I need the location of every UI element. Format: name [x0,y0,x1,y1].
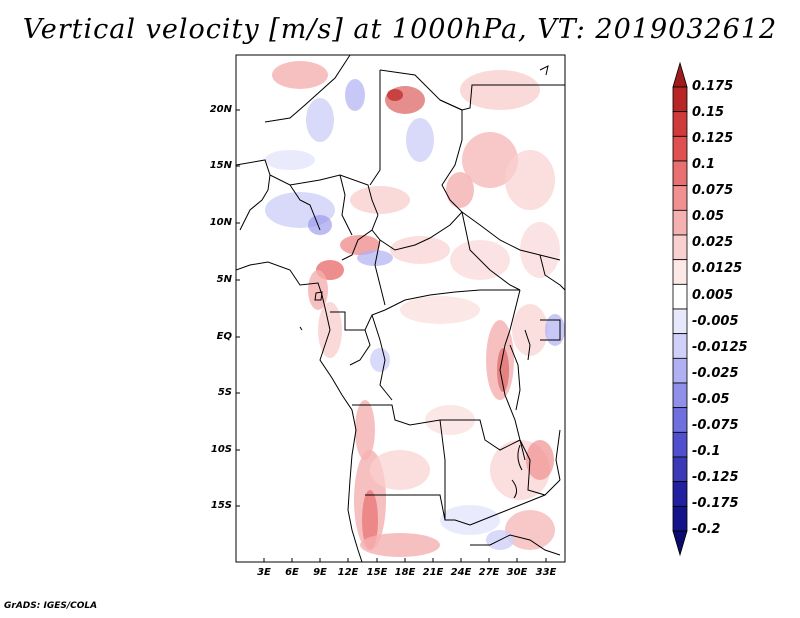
x-tick-label: 12E [337,567,359,578]
colorbar-label: 0.05 [692,209,725,224]
colorbar-label: -0.175 [692,496,739,511]
colorbar-segment [672,160,688,187]
colorbar-segment [672,209,688,236]
credit-label: GrADS: IGES/COLA [4,601,98,611]
y-tick-label: 15S [210,500,232,511]
colorbar-segment [672,283,688,310]
colorbar-segment [672,333,688,359]
map-frame [235,54,566,563]
colorbar-label: 0.1 [692,157,716,172]
y-tick-label: 10S [210,444,232,455]
colorbar-segment [672,259,688,285]
x-tick-label: 18E [394,567,416,578]
colorbar-label: -0.075 [692,418,739,433]
x-tick-label: 3E [257,567,271,578]
colorbar-segment [672,431,688,458]
colorbar-label: 0.15 [692,105,725,120]
colorbar-label: -0.05 [692,392,730,407]
colorbar-segment [672,135,688,162]
colorbar-label: 0.005 [692,288,734,303]
colorbar [672,61,688,557]
x-tick-label: 15E [366,567,388,578]
colorbar-label: 0.0125 [692,261,743,276]
map-title: Vertical velocity [m/s] at 1000hPa, VT: … [22,14,778,45]
colorbar-segment [672,86,688,113]
y-tick-label: 10N [209,217,232,228]
colorbar-label: -0.125 [692,470,739,485]
y-tick-label: 5N [216,274,232,285]
colorbar-label: 0.075 [692,183,734,198]
colorbar-bottom-triangle [672,530,688,557]
colorbar-label: -0.2 [692,522,721,537]
x-tick-label: 33E [535,567,557,578]
colorbar-segment [672,505,688,532]
x-tick-label: 27E [478,567,500,578]
colorbar-segment [672,357,688,384]
colorbar-segment [672,382,688,409]
colorbar-segment [672,308,688,335]
colorbar-label: -0.1 [692,444,721,459]
colorbar-label: -0.025 [692,366,739,381]
x-tick-label: 30E [506,567,528,578]
colorbar-segment [672,185,688,211]
y-tick-label: EQ [216,331,232,342]
y-tick-label: 5S [217,387,232,398]
colorbar-segment [672,111,688,137]
x-tick-label: 6E [285,567,299,578]
y-tick-label: 20N [209,104,232,115]
country-borders [236,55,565,562]
colorbar-segment [672,407,688,433]
colorbar-label: -0.005 [692,314,739,329]
colorbar-label: 0.025 [692,235,734,250]
axis-ticks [236,109,547,562]
colorbar-label: 0.125 [692,131,734,146]
x-tick-label: 9E [313,567,327,578]
colorbar-label: 0.175 [692,79,734,94]
colorbar-segment [672,234,688,261]
colorbar-segment [672,456,688,483]
x-tick-label: 21E [422,567,444,578]
colorbar-label: -0.0125 [692,340,748,355]
colorbar-segment [672,481,688,507]
y-tick-label: 15N [209,160,232,171]
colorbar-top-triangle [672,61,688,88]
x-tick-label: 24E [450,567,472,578]
